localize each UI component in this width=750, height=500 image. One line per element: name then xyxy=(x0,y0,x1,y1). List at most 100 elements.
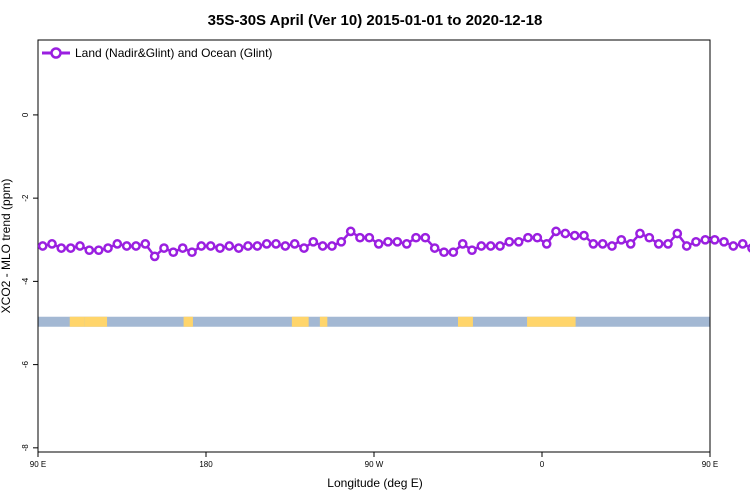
y-tick-label: -8 xyxy=(21,444,30,452)
data-point xyxy=(532,232,543,243)
data-point xyxy=(317,241,328,251)
data-point xyxy=(103,243,113,253)
data-point xyxy=(551,226,561,237)
data-point xyxy=(663,239,673,249)
data-point xyxy=(196,241,207,251)
y-axis: 0 -2 -4 -6 -8 xyxy=(21,112,38,451)
legend: Land (Nadir&Glint) and Ocean (Glint) xyxy=(42,46,272,60)
data-point xyxy=(187,247,197,258)
data-point xyxy=(177,243,188,253)
data-point xyxy=(504,236,515,247)
y-tick-label: 0 xyxy=(21,112,30,117)
data-point xyxy=(607,241,617,251)
data-point xyxy=(271,239,281,249)
data-point xyxy=(579,230,589,241)
data-point xyxy=(373,239,384,249)
data-point xyxy=(93,245,104,256)
data-point xyxy=(560,228,571,239)
x-tick-label: 90 W xyxy=(365,460,384,469)
data-point xyxy=(420,232,431,243)
data-point xyxy=(523,232,533,243)
y-axis-label: XCO2 - MLO trend (ppm) xyxy=(0,179,13,314)
x-axis: 90 E 180 90 W 0 90 E xyxy=(30,452,718,469)
data-point xyxy=(616,234,627,245)
land-span xyxy=(69,316,85,327)
data-point xyxy=(299,243,309,253)
x-tick-label: 90 E xyxy=(30,460,46,469)
data-point xyxy=(597,239,608,249)
land-span xyxy=(84,316,108,327)
data-point xyxy=(625,239,636,249)
data-point xyxy=(37,241,48,251)
land-span xyxy=(527,316,576,327)
x-axis-label: Longitude (deg E) xyxy=(327,476,422,490)
data-point xyxy=(205,241,216,251)
data-point xyxy=(56,243,67,253)
data-point xyxy=(308,236,319,247)
y-tick-label: -2 xyxy=(21,194,30,202)
data-point xyxy=(289,239,300,249)
data-point xyxy=(131,241,141,251)
data-point xyxy=(448,247,459,258)
data-point xyxy=(243,241,253,251)
data-point xyxy=(112,239,123,249)
data-point xyxy=(457,239,468,249)
data-point xyxy=(691,236,701,247)
data-point xyxy=(476,241,487,251)
data-point xyxy=(121,241,132,251)
data-point xyxy=(383,236,393,247)
land-span xyxy=(319,316,328,327)
data-point xyxy=(280,241,291,251)
data-point xyxy=(224,241,235,251)
data-point xyxy=(355,232,365,243)
data-point xyxy=(140,239,151,249)
x-tick-label: 90 E xyxy=(702,460,718,469)
data-point xyxy=(709,234,720,245)
data-point xyxy=(149,251,160,262)
land-span xyxy=(458,316,473,327)
land-span xyxy=(291,316,309,327)
data-point xyxy=(392,236,403,247)
data-point xyxy=(364,232,375,243)
land-span xyxy=(183,316,193,327)
y-tick-label: -4 xyxy=(21,277,30,285)
data-point xyxy=(700,234,711,245)
data-point xyxy=(84,245,95,256)
data-point xyxy=(513,236,524,247)
data-point xyxy=(401,239,412,249)
data-point xyxy=(588,239,599,249)
x-tick-label: 0 xyxy=(540,460,545,469)
data-point xyxy=(495,241,505,251)
data-point xyxy=(345,226,356,237)
data-point xyxy=(737,239,748,249)
legend-entry-label: Land (Nadir&Glint) and Ocean (Glint) xyxy=(75,46,272,60)
data-point xyxy=(653,239,664,249)
data-point xyxy=(439,247,449,258)
data-point xyxy=(728,241,739,251)
legend-marker-swatch xyxy=(50,47,62,59)
data-point xyxy=(47,239,57,249)
data-point xyxy=(644,232,655,243)
data-point xyxy=(75,241,85,251)
data-point xyxy=(672,228,683,239)
chart-title: 35S-30S April (Ver 10) 2015-01-01 to 202… xyxy=(208,12,543,29)
data-point xyxy=(719,236,729,247)
series-group xyxy=(37,226,750,262)
data-point xyxy=(261,239,272,249)
data-point xyxy=(429,243,440,253)
data-point xyxy=(159,243,169,253)
data-point xyxy=(336,236,347,247)
data-point xyxy=(635,228,645,239)
x-tick-label: 180 xyxy=(199,460,213,469)
data-point xyxy=(681,241,692,251)
y-tick-label: -6 xyxy=(21,361,30,369)
data-point xyxy=(327,241,337,251)
data-point xyxy=(215,243,225,253)
data-point xyxy=(252,241,263,251)
data-point xyxy=(485,241,496,251)
data-point xyxy=(168,247,179,258)
ocean-band xyxy=(38,316,710,327)
data-point xyxy=(411,232,421,243)
surface-strip xyxy=(38,316,710,327)
